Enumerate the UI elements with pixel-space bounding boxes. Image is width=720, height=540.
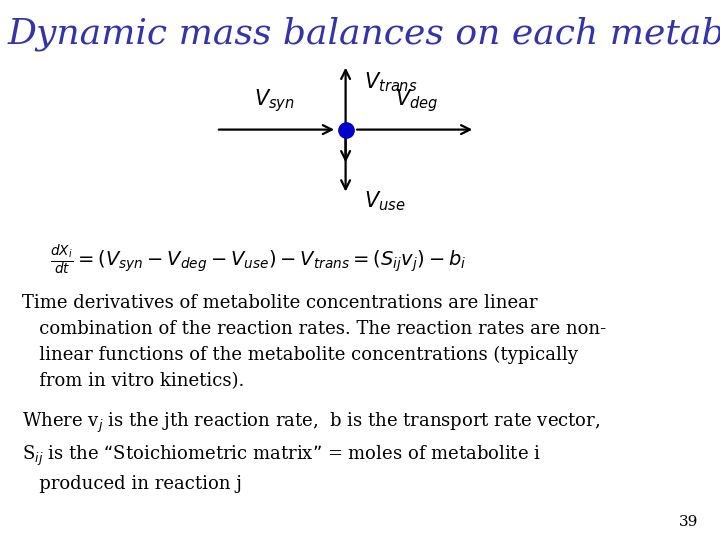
Text: $V_{deg}$: $V_{deg}$ xyxy=(395,87,438,114)
Text: 39: 39 xyxy=(679,515,698,529)
Text: $V_{trans}$: $V_{trans}$ xyxy=(364,70,417,94)
Text: Time derivatives of metabolite concentrations are linear
   combination of the r: Time derivatives of metabolite concentra… xyxy=(22,294,606,390)
Text: Dynamic mass balances on each metabolite: Dynamic mass balances on each metabolite xyxy=(7,16,720,51)
Text: Where v$_j$ is the jth reaction rate,  b is the transport rate vector,
S$_{ij}$ : Where v$_j$ is the jth reaction rate, b … xyxy=(22,410,600,494)
Text: $V_{syn}$: $V_{syn}$ xyxy=(254,87,294,114)
Text: $\frac{dX_i}{dt} = (V_{syn} - V_{deg} - V_{use}) - V_{trans} = (S_{ij}v_j) - b_i: $\frac{dX_i}{dt} = (V_{syn} - V_{deg} - … xyxy=(50,243,467,278)
Text: $V_{use}$: $V_{use}$ xyxy=(364,189,405,213)
